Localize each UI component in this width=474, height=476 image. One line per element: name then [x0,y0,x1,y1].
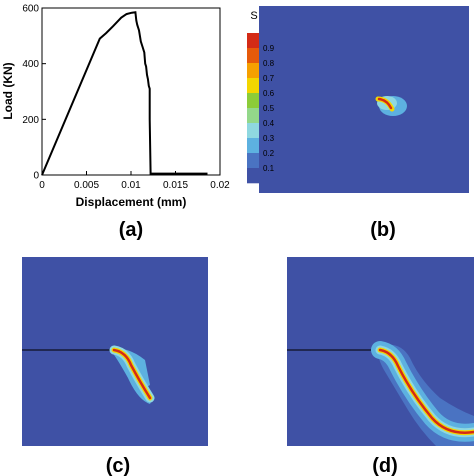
colorbar-tick-label: 0.3 [263,134,275,143]
colorbar-ticks: 0.9 0.8 0.7 0.6 0.5 0.4 0.3 0.2 0.1 [263,44,275,173]
colorbar-tick-label: 0.5 [263,104,275,113]
colorbar-cells [247,33,259,184]
colorbar-cell [247,108,259,124]
colorbar-tick-label: 0.6 [263,89,275,98]
panel-label-b: (b) [370,219,396,241]
colorbar-cell [247,93,259,109]
colorbar-cell [247,138,259,154]
panel-b-field: S 0.9 0.8 0.7 0.6 0.5 0.4 0.3 0.2 0.1 (b) [247,6,469,241]
y-axis-ticks: 0 200 400 600 [22,4,46,182]
colorbar-tick-label: 0.9 [263,44,275,53]
field-plot-b [259,6,469,193]
colorbar-tick-label: 0.1 [263,164,275,173]
x-tick-label: 0 [39,180,45,191]
x-tick-label: 0.01 [121,180,141,191]
y-tick-label: 200 [22,115,39,126]
colorbar: S 0.9 0.8 0.7 0.6 0.5 0.4 0.3 0.2 0.1 [247,10,275,184]
colorbar-cell [247,78,259,94]
y-tick-label: 600 [22,4,39,15]
y-tick-label: 400 [22,59,39,70]
damage-band-core-c [112,348,152,400]
colorbar-cell [247,123,259,139]
colorbar-tick-label: 0.7 [263,74,275,83]
x-tick-label: 0.015 [163,180,188,191]
colorbar-cell [247,63,259,79]
panel-label-d: (d) [372,455,398,476]
colorbar-cell [247,33,259,49]
x-tick-label: 0.005 [74,180,99,191]
colorbar-tick-label: 0.8 [263,59,275,68]
colorbar-cell [247,168,259,184]
load-displacement-line [41,11,208,176]
y-tick-label: 0 [33,171,39,182]
panel-a-chart: 0 200 400 600 0 0.005 0.01 0.015 0.02 Displacem… [1,4,230,242]
y-axis-label: Load (KN) [1,62,15,119]
colorbar-tick-label: 0.2 [263,149,275,158]
colorbar-cell [247,153,259,169]
damage-zone-b [375,96,407,116]
colorbar-tick-label: 0.4 [263,119,275,128]
panel-label-c: (c) [106,455,130,476]
x-tick-label: 0.02 [210,180,230,191]
plot-frame [41,7,221,176]
panel-c-field: (c) [22,257,208,476]
colorbar-cell [247,48,259,64]
x-axis-label: Displacement (mm) [76,195,187,209]
damage-band-core-d [378,348,474,434]
panel-label-a: (a) [119,219,143,241]
colorbar-title: S [250,10,257,22]
panel-d-field: (d) [287,257,474,476]
